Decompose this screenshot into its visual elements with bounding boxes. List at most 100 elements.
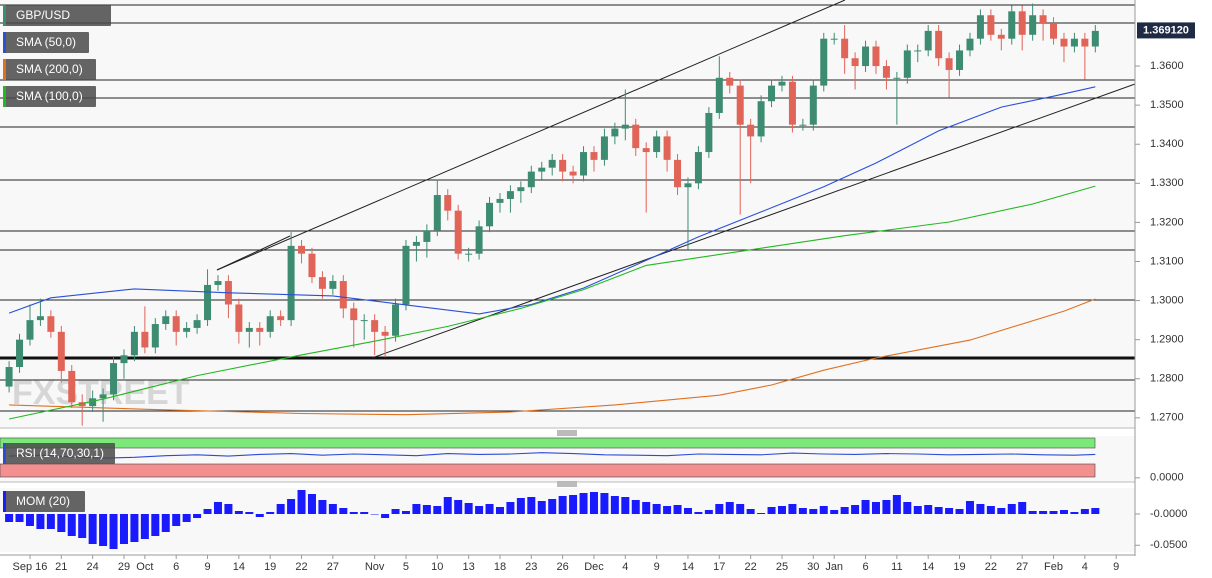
candle-body	[130, 331, 138, 356]
x-tick-label: 27	[1016, 561, 1028, 573]
legend-entry: SMA (200,0)	[16, 62, 83, 76]
mom-bar	[495, 507, 504, 514]
mom-bar	[161, 514, 170, 532]
mom-bar	[736, 504, 745, 514]
candle-body	[277, 316, 285, 321]
mom-bar	[422, 505, 431, 514]
mom-bar	[266, 512, 275, 514]
legend-entry: SMA (100,0)	[16, 89, 83, 103]
candle-body	[715, 77, 723, 113]
candle-body	[26, 320, 34, 340]
candle-body	[392, 304, 400, 336]
mom-bar	[600, 493, 609, 514]
mom-bar	[537, 501, 546, 514]
x-tick-label: Nov	[365, 561, 385, 573]
candle-body	[674, 159, 682, 188]
candle-body	[621, 124, 629, 129]
x-tick-label: 13	[463, 561, 475, 573]
last-price-label: 1.369120	[1143, 24, 1189, 36]
mom-bar	[861, 500, 870, 514]
mom-bar	[99, 514, 108, 546]
candle-body	[559, 159, 567, 172]
candle-body	[402, 245, 410, 305]
candle-body	[183, 327, 191, 332]
candle-body	[5, 367, 13, 387]
mom-bar	[213, 502, 222, 514]
mom-bar	[276, 504, 285, 514]
mom-bar	[88, 514, 97, 544]
x-tick-label: 4	[1082, 561, 1088, 573]
indicator-label-swatch	[3, 491, 6, 512]
mom-bar	[767, 507, 776, 514]
x-tick-label: Jan	[825, 561, 843, 573]
mom-bar	[36, 514, 45, 529]
mom-bar	[986, 506, 995, 514]
candle-body	[89, 398, 97, 407]
rsi-oversold-band	[0, 463, 1096, 478]
mom-bar	[443, 497, 452, 514]
y-tick-label: 1.3500	[1150, 99, 1184, 111]
mom-bar	[548, 499, 557, 514]
mom-bar	[78, 514, 87, 538]
candle-body	[287, 245, 295, 321]
resize-handle[interactable]	[557, 481, 577, 487]
indicator-line	[8, 86, 1096, 315]
legend-entry-swatch	[3, 86, 6, 107]
candle-body	[141, 331, 149, 348]
candle-body	[486, 202, 494, 227]
trend-line	[216, 0, 846, 271]
y-tick-label: 1.2900	[1150, 334, 1184, 346]
mom-bar	[318, 500, 327, 514]
mom-bar	[798, 508, 807, 514]
x-tick-label: Dec	[584, 561, 604, 573]
candle-body	[245, 327, 253, 332]
candle-body	[68, 370, 76, 403]
candle-body	[872, 46, 880, 67]
mom-bar	[1007, 504, 1016, 514]
candle-body	[747, 124, 755, 137]
legend-entry-swatch	[3, 32, 6, 53]
x-tick-label: 30	[807, 561, 819, 573]
x-tick-label: 19	[953, 561, 965, 573]
mom-bar	[1070, 512, 1079, 514]
candle-body	[882, 66, 890, 78]
x-tick-label: 18	[494, 561, 506, 573]
x-tick-label: 9	[204, 561, 210, 573]
candle-body	[987, 15, 995, 35]
x-tick-label: 27	[327, 561, 339, 573]
candle-body	[308, 253, 316, 278]
candle-body	[976, 15, 984, 39]
mom-bar	[1059, 510, 1068, 514]
resize-handle[interactable]	[557, 430, 577, 436]
candle-body	[475, 226, 483, 254]
indicator-label-box	[3, 443, 115, 464]
mom-bar	[830, 510, 839, 514]
candle-body	[99, 394, 107, 399]
mom-bar	[401, 511, 410, 514]
mom-bar	[5, 514, 14, 522]
candle-body	[433, 195, 441, 231]
mom-bar	[454, 500, 463, 514]
mom-bar	[558, 496, 567, 514]
candle-body	[642, 148, 650, 153]
candle-body	[893, 77, 901, 79]
x-tick-label: 5	[403, 561, 409, 573]
y-tick-label: 1.3200	[1150, 216, 1184, 228]
candle-body	[1091, 30, 1099, 47]
candle-body	[16, 339, 24, 368]
candle-body	[841, 38, 849, 59]
trend-line	[371, 83, 1136, 359]
indicator-line	[9, 298, 1096, 416]
candle-body	[788, 81, 796, 125]
mom-bar	[370, 514, 379, 515]
x-tick-label: 4	[622, 561, 628, 573]
x-tick-label: 6	[173, 561, 179, 573]
legend-entry-box	[3, 86, 96, 107]
y-tick-label: 1.3100	[1150, 255, 1184, 267]
candle-body	[548, 159, 556, 168]
mom-bar	[683, 508, 692, 514]
candle-body	[611, 128, 619, 137]
candle-body	[580, 152, 588, 176]
candle-body	[956, 50, 964, 70]
